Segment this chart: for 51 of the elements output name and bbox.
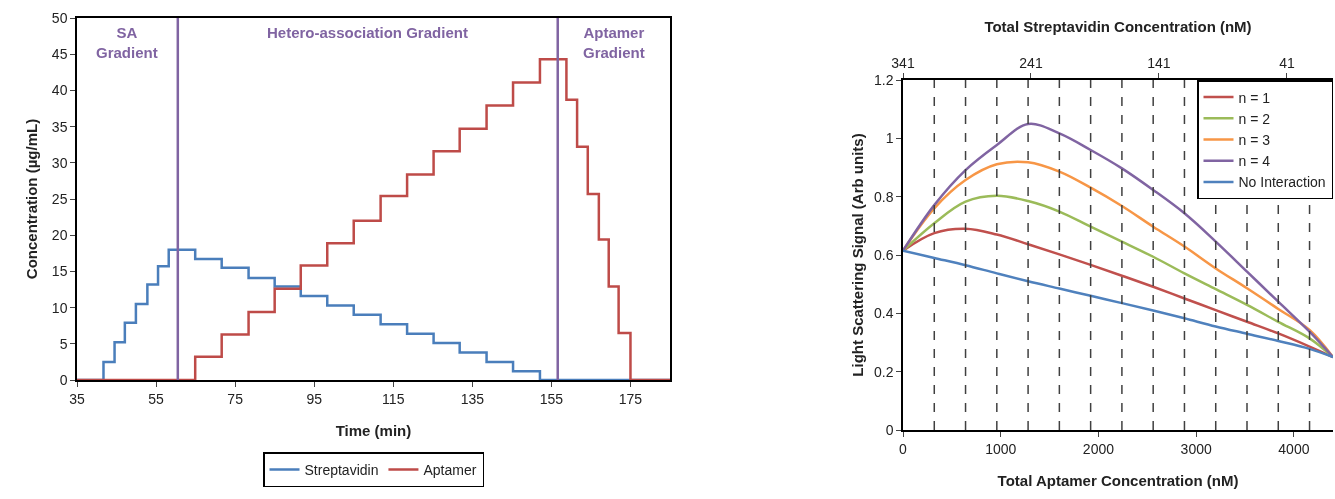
- y-tick-label: 45: [51, 46, 68, 63]
- y-tick-label: 25: [51, 190, 68, 207]
- x-tick-label: 55: [148, 390, 165, 407]
- x-tick-label: 1000: [985, 440, 1017, 457]
- x-tick-label: 135: [460, 390, 485, 407]
- y-tick-label: 1.2: [873, 71, 894, 88]
- x2-tick-label: 341: [891, 54, 915, 71]
- legend-label: n = 1: [1238, 89, 1271, 106]
- x-tick-label: 155: [539, 390, 564, 407]
- y-tick-label: 0.6: [873, 246, 894, 263]
- annotation: Aptamer Gradient: [583, 24, 645, 61]
- x2-axis-title: Total Streptavidin Concentration (nM): [984, 18, 1252, 35]
- y-tick-label: 50: [51, 9, 68, 26]
- x-tick-label: 115: [382, 390, 405, 407]
- x-tick-label: 75: [227, 390, 244, 407]
- y-tick-label: 0.8: [873, 188, 894, 205]
- annotation: Hetero-association Gradient: [267, 24, 468, 41]
- legend-label: n = 3: [1238, 131, 1271, 148]
- x-tick-label: 3000: [1180, 440, 1212, 457]
- y-axis-title: Concentration (µg/mL): [22, 118, 40, 280]
- line-series: [903, 122, 1333, 359]
- x-axis-title: Time (min): [335, 421, 412, 439]
- y-tick-label: 20: [51, 227, 68, 244]
- x-tick-label: 175: [618, 390, 643, 407]
- legend-label: Aptamer: [423, 461, 477, 478]
- y-tick-label: 40: [51, 82, 68, 99]
- x-tick-label: 4000: [1278, 440, 1310, 457]
- x-tick-label: 0: [899, 440, 908, 457]
- y-axis-title: Light Scattering Signal (Arb units): [848, 133, 866, 377]
- y-tick-label: 0: [885, 421, 894, 438]
- y-tick-label: 35: [51, 118, 68, 135]
- y-tick-label: 10: [51, 299, 68, 316]
- y-tick-label: 0: [59, 371, 68, 388]
- legend-label: n = 4: [1238, 153, 1271, 170]
- legend-label: No Interaction: [1238, 174, 1326, 191]
- x2-tick-label: 41: [1279, 54, 1295, 71]
- line-series: [903, 249, 1333, 359]
- y-tick-label: 1: [885, 130, 894, 147]
- x2-tick-label: 241: [1019, 54, 1043, 71]
- y-tick-label: 15: [51, 263, 68, 280]
- legend-label: Streptavidin: [304, 461, 379, 478]
- x-axis-title: Total Aptamer Concentration (nM): [997, 471, 1239, 489]
- y-tick-label: 0.2: [873, 363, 894, 380]
- y-tick-label: 5: [59, 335, 68, 352]
- x-tick-label: 2000: [1082, 440, 1115, 457]
- y-tick-label: 30: [51, 154, 68, 171]
- x-tick-label: 95: [306, 390, 323, 407]
- x2-tick-label: 141: [1147, 54, 1171, 71]
- legend-label: n = 2: [1238, 110, 1271, 127]
- y-tick-label: 0.4: [873, 305, 894, 322]
- annotation: SA Gradient: [96, 24, 158, 61]
